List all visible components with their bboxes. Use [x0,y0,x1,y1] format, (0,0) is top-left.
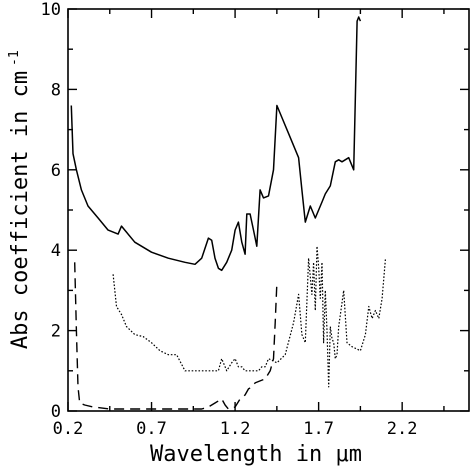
y-tick-label: 0 [51,402,61,422]
y-tick-label: 10 [41,0,61,20]
axes: 0.2 0.7 1.2 1.7 2.2 0 2 4 6 8 10 [41,0,470,439]
x-tick-label: 2.2 [387,419,418,439]
plot-area [70,16,387,410]
y-axis-label-group: Abs coefficient in cm -1 [7,50,33,349]
y-axis-label: Abs coefficient in cm [8,71,33,349]
y-tick-label: 8 [51,80,61,100]
plot-frame [67,8,470,412]
series-line-dashed [74,262,278,410]
x-tick-label: 1.2 [220,419,251,439]
y-tick-label: 6 [51,161,61,181]
y-tick-label: 2 [51,322,61,342]
y-axis-label-superscript: -1 [7,50,22,66]
y-tick-label: 4 [51,241,61,261]
x-tick-label: 1.7 [303,419,334,439]
series-line-solid [70,16,362,272]
x-tick-label: 0.7 [136,419,167,439]
x-axis-label: Wavelength in μm [150,442,362,466]
x-tick-label: 0.2 [53,419,84,439]
series-line-dotted [112,245,387,388]
